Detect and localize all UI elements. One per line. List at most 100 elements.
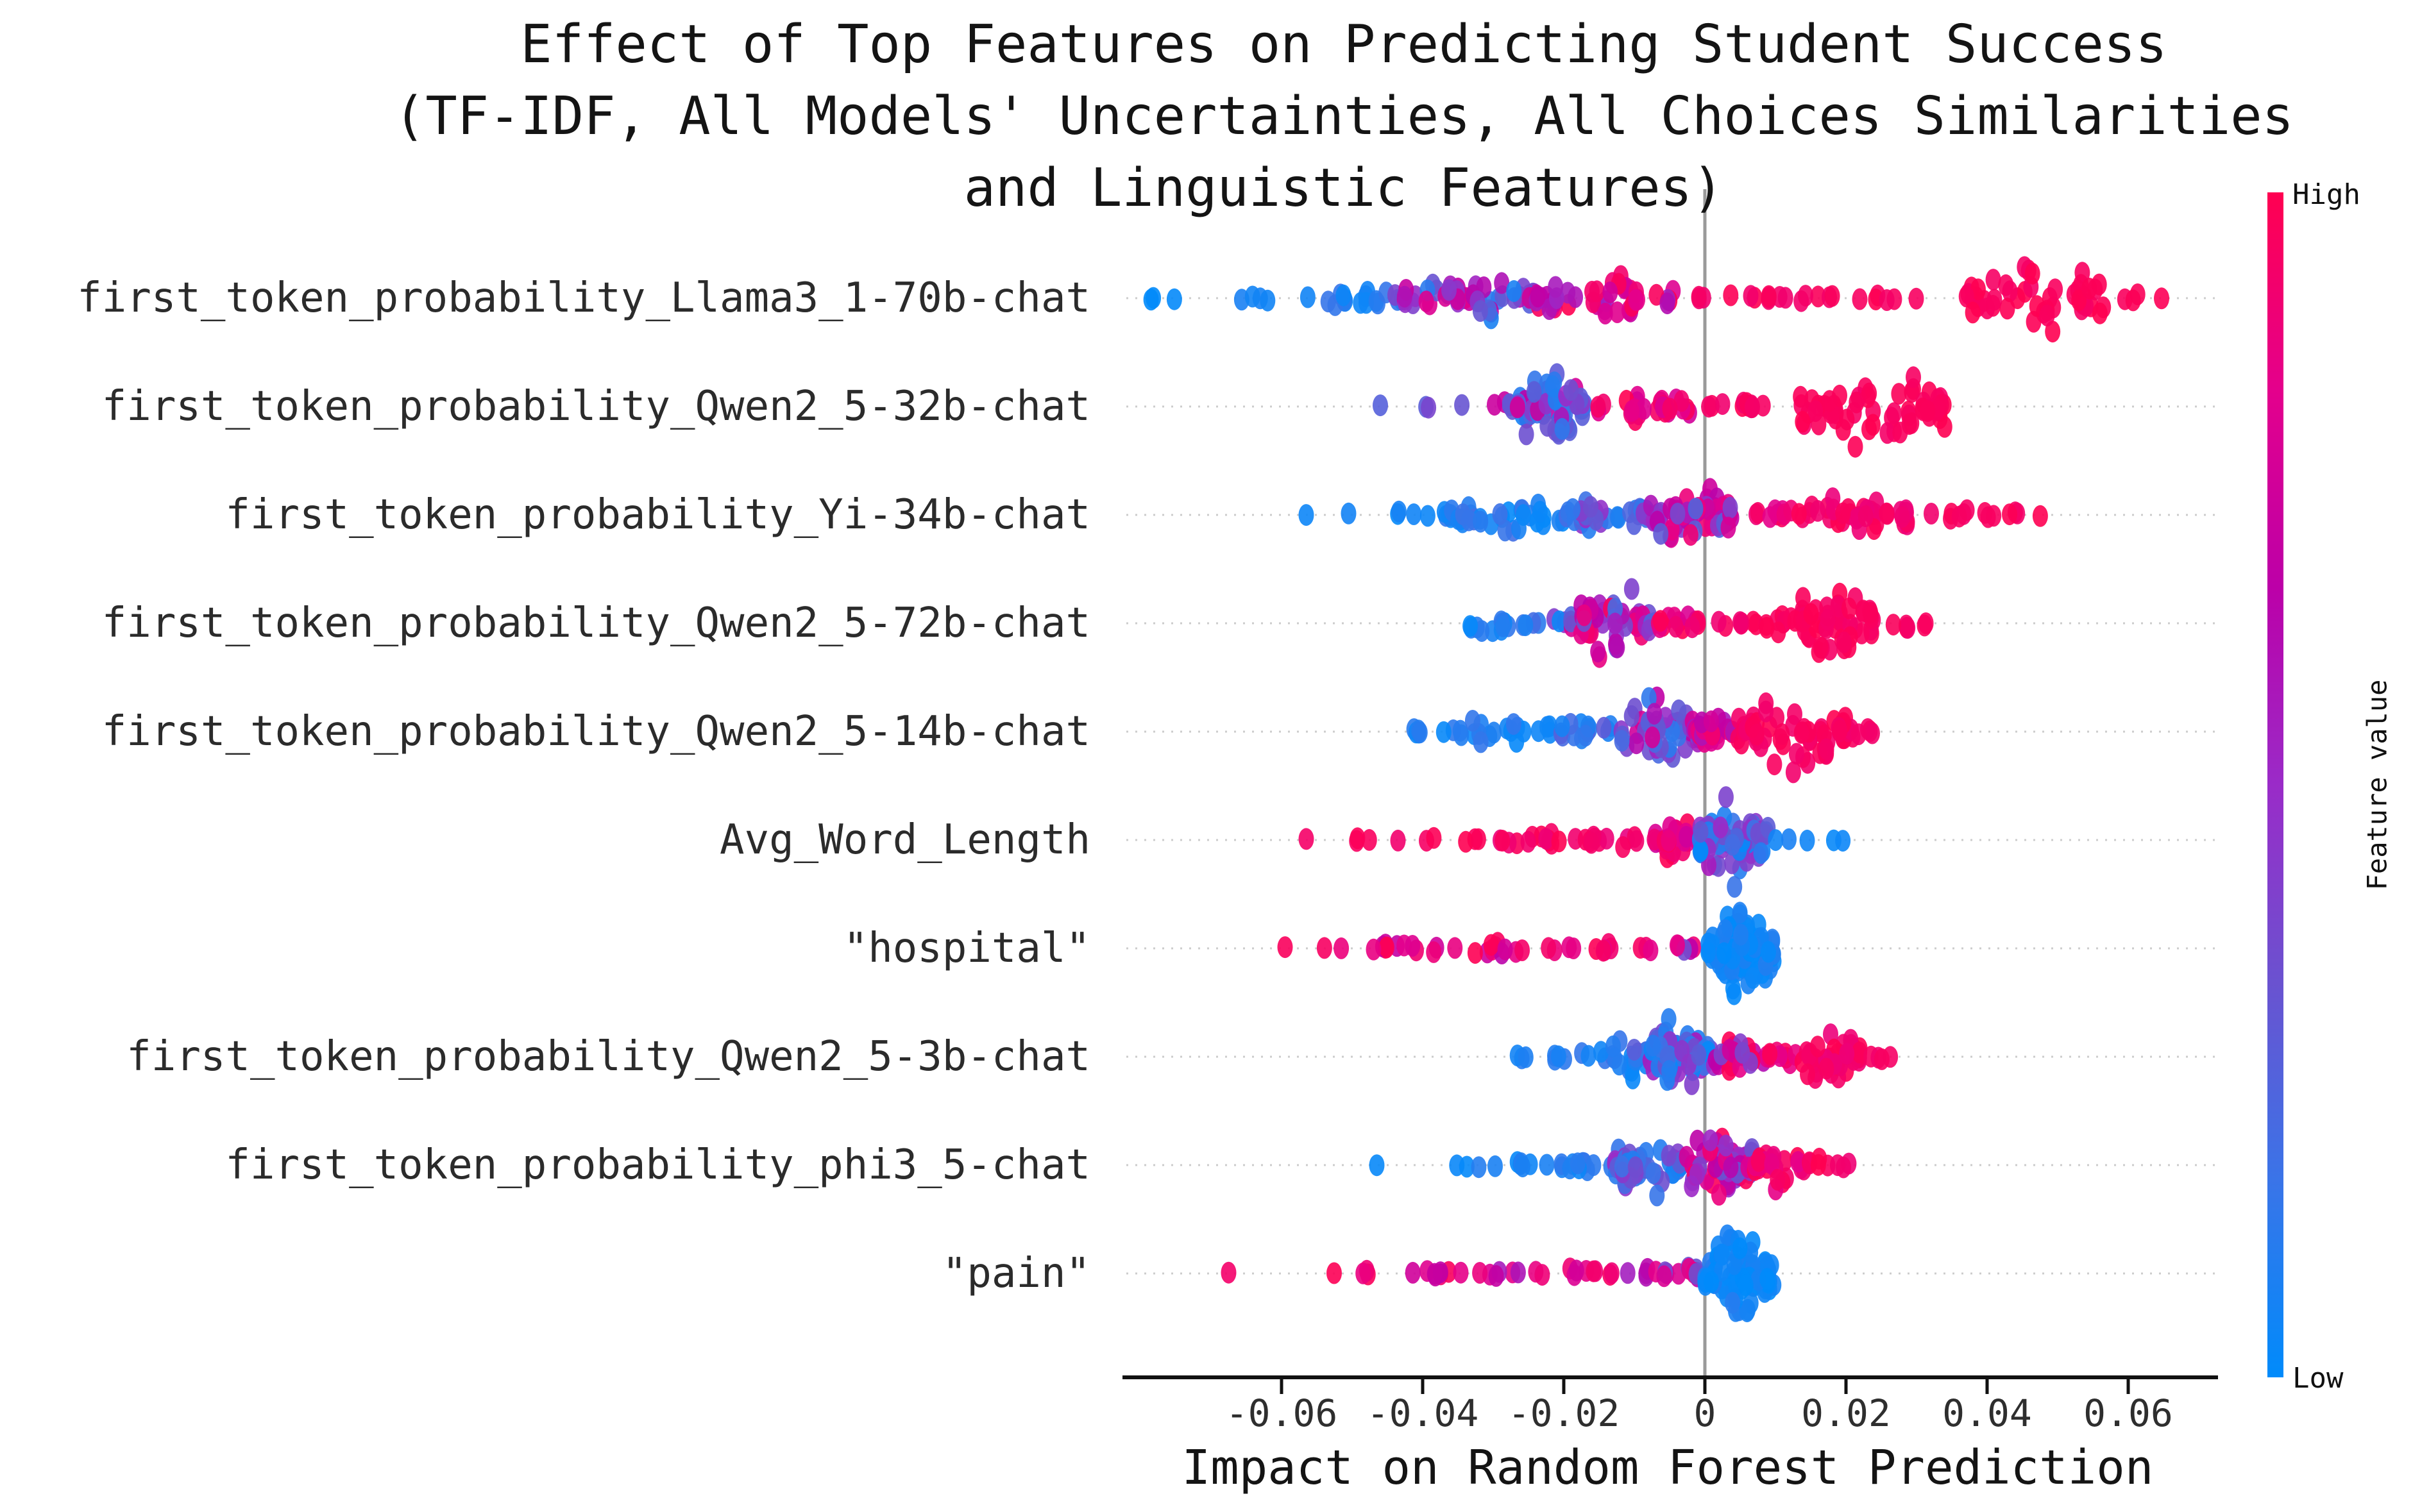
beeswarm-point xyxy=(1745,396,1760,418)
beeswarm-point xyxy=(1787,703,1802,725)
beeswarm-point xyxy=(1702,1129,1718,1152)
beeswarm-point xyxy=(1602,281,1618,303)
beeswarm-point xyxy=(2039,305,2055,327)
beeswarm-point xyxy=(1924,503,1939,525)
beeswarm-point xyxy=(1795,410,1811,433)
beeswarm-row xyxy=(1369,1127,1857,1207)
beeswarm-point xyxy=(1539,1154,1555,1176)
beeswarm-row xyxy=(1373,363,1952,458)
beeswarm-point xyxy=(2024,262,2040,285)
beeswarm-point xyxy=(1965,301,1981,324)
beeswarm-point xyxy=(1645,1162,1661,1184)
beeswarm-point xyxy=(1868,289,1884,310)
beeswarm-point xyxy=(1355,1262,1371,1284)
beeswarm-point xyxy=(1426,941,1442,963)
beeswarm-row xyxy=(1143,256,2169,343)
beeswarm-point xyxy=(1839,1043,1855,1065)
x-tick-label: 0.02 xyxy=(1801,1391,1891,1435)
beeswarm-point xyxy=(1605,1035,1621,1057)
beeswarm-point xyxy=(1689,1129,1706,1152)
beeswarm-point xyxy=(1643,939,1659,962)
beeswarm-point xyxy=(1406,503,1422,525)
beeswarm-point xyxy=(1936,416,1952,438)
beeswarm-point xyxy=(1725,834,1740,856)
beeswarm-point xyxy=(1673,390,1689,412)
x-tick-label: -0.04 xyxy=(1367,1391,1479,1435)
beeswarm-point xyxy=(1810,1154,1826,1176)
beeswarm-point xyxy=(1785,761,1801,784)
beeswarm-row xyxy=(1462,578,1934,668)
beeswarm-point xyxy=(1614,730,1630,752)
beeswarm-row xyxy=(1277,902,1782,1005)
beeswarm-point xyxy=(1693,821,1709,843)
beeswarm-point xyxy=(1753,842,1769,864)
feature-label: first_token_probability_Llama3_1-70b-cha… xyxy=(77,274,1090,322)
chart-title: Effect of Top Features on Predicting Stu… xyxy=(394,9,2294,224)
beeswarm-point xyxy=(1822,390,1838,412)
beeswarm-point xyxy=(1598,827,1614,850)
beeswarm-point xyxy=(1649,1184,1665,1207)
beeswarm-point xyxy=(1520,830,1536,853)
beeswarm-point xyxy=(1920,400,1936,422)
beeswarm-point xyxy=(1858,505,1874,527)
beeswarm-point xyxy=(1462,615,1478,637)
beeswarm-point xyxy=(1679,826,1694,848)
beeswarm-point xyxy=(1809,500,1825,522)
beeswarm-point xyxy=(1614,1155,1630,1178)
beeswarm-point xyxy=(2081,278,2097,299)
beeswarm-point xyxy=(1918,612,1934,634)
beeswarm-point xyxy=(1494,272,1510,294)
beeswarm-point xyxy=(1951,505,1967,528)
feature-label: first_token_probability_Qwen2_5-32b-chat xyxy=(101,383,1090,430)
beeswarm-point xyxy=(1495,615,1511,637)
beeswarm-point xyxy=(1886,402,1902,424)
beeswarm-point xyxy=(1590,641,1606,663)
beeswarm-point xyxy=(1636,398,1652,420)
beeswarm-point xyxy=(1722,1039,1738,1061)
beeswarm-point xyxy=(1514,939,1530,961)
beeswarm-point xyxy=(1829,1154,1845,1177)
beeswarm-point xyxy=(1626,1039,1642,1061)
beeswarm-point xyxy=(2154,287,2169,310)
beeswarm-point xyxy=(1458,830,1474,853)
beeswarm-point xyxy=(1361,828,1377,851)
beeswarm-point xyxy=(1518,1046,1534,1068)
beeswarm-point xyxy=(1684,1073,1700,1095)
feature-label: "pain" xyxy=(942,1250,1090,1297)
beeswarm-point xyxy=(1809,1036,1825,1058)
beeswarm-point xyxy=(1727,876,1743,898)
beeswarm-point xyxy=(1793,722,1809,744)
beeswarm-point xyxy=(1427,1263,1443,1285)
beeswarm-point xyxy=(1611,507,1627,529)
beeswarm-point xyxy=(1473,510,1489,533)
beeswarm-point xyxy=(1629,732,1645,755)
beeswarm-point xyxy=(1580,1045,1596,1067)
beeswarm-point xyxy=(1593,1041,1609,1063)
beeswarm-point xyxy=(1722,496,1738,519)
beeswarm-point xyxy=(1541,937,1557,959)
beeswarm-point xyxy=(1620,1262,1636,1284)
beeswarm-point xyxy=(1759,617,1775,639)
beeswarm-point xyxy=(1497,938,1513,961)
beeswarm-point xyxy=(1510,1261,1526,1284)
beeswarm-point xyxy=(1863,601,1879,624)
beeswarm-point xyxy=(1824,285,1840,307)
beeswarm-point xyxy=(1316,937,1332,959)
beeswarm-point xyxy=(1661,1145,1677,1167)
beeswarm-point xyxy=(1808,400,1824,423)
beeswarm-point xyxy=(1748,723,1765,746)
beeswarm-point xyxy=(1661,830,1677,852)
beeswarm-point xyxy=(1534,1264,1550,1286)
feature-label: "hospital" xyxy=(843,925,1090,972)
beeswarm-point xyxy=(1568,286,1584,308)
beeswarm-row xyxy=(1406,686,1880,784)
beeswarm-point xyxy=(1980,506,1996,528)
beeswarm-point xyxy=(1908,287,1924,310)
beeswarm-point xyxy=(1750,501,1766,524)
beeswarm-point xyxy=(1745,967,1761,989)
beeswarm-point xyxy=(1818,738,1834,760)
beeswarm-point xyxy=(1791,503,1807,525)
beeswarm-point xyxy=(1684,616,1700,639)
chart-title-line2: (TF-IDF, All Models' Uncertainties, All … xyxy=(393,86,2294,147)
